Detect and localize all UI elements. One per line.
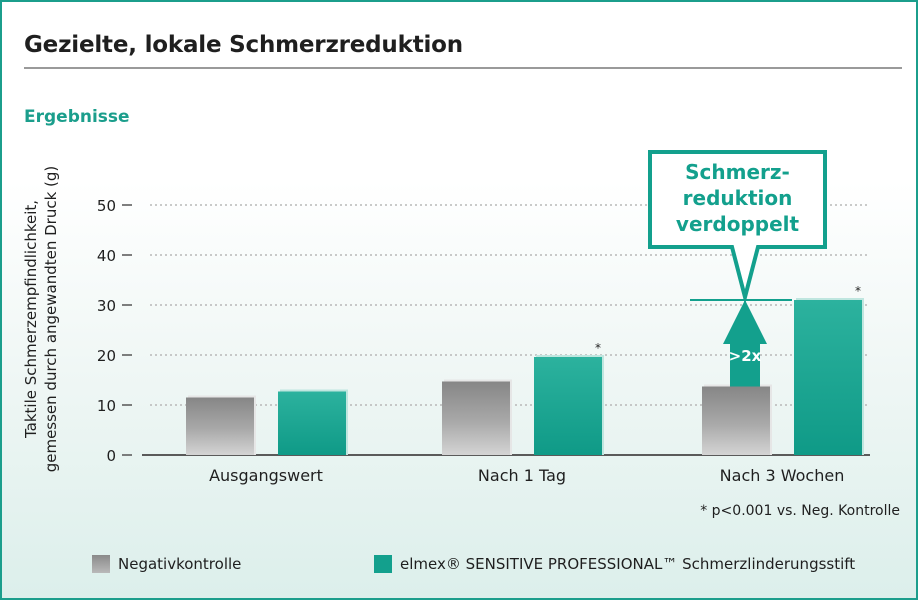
y-axis-title-line2: gemessen durch angewandten Druck (g) bbox=[42, 166, 60, 473]
bars bbox=[186, 298, 864, 455]
up-arrow-icon bbox=[723, 300, 767, 387]
section-heading: Ergebnisse bbox=[24, 107, 130, 127]
chart-title: Gezielte, lokale Schmerzreduktion bbox=[24, 32, 463, 58]
bar-elmex-0 bbox=[278, 391, 346, 455]
y-tick-label-30: 30 bbox=[97, 297, 116, 315]
y-tick-label-50: 50 bbox=[97, 197, 116, 215]
bar-elmex-1 bbox=[534, 357, 602, 455]
significance-mark-2: * bbox=[855, 284, 861, 298]
axis-labels: Taktile Schmerzempfindlichkeit, gemessen … bbox=[22, 166, 861, 485]
arrow-label: >2x bbox=[729, 347, 762, 365]
title-divider bbox=[24, 67, 902, 69]
bar-elmex-2 bbox=[794, 300, 862, 455]
callout-line-1: reduktion bbox=[683, 186, 793, 210]
x-tick-label-1: Nach 1 Tag bbox=[478, 466, 566, 485]
legend-swatch-teal bbox=[374, 555, 392, 573]
callout-line-0: Schmerz- bbox=[685, 160, 790, 184]
bar-negativkontrolle-0 bbox=[186, 397, 254, 455]
y-tick-label-40: 40 bbox=[97, 247, 116, 265]
y-axis-title-line1: Taktile Schmerzempfindlichkeit, bbox=[22, 200, 40, 439]
bar-negativkontrolle-2 bbox=[702, 386, 770, 455]
bar-negativkontrolle-1 bbox=[442, 381, 510, 455]
y-tick-label-10: 10 bbox=[97, 397, 116, 415]
x-tick-label-2: Nach 3 Wochen bbox=[720, 466, 845, 485]
y-tick-label-20: 20 bbox=[97, 347, 116, 365]
significance-footnote: * p<0.001 vs. Neg. Kontrolle bbox=[700, 503, 900, 519]
legend-swatch-gray bbox=[92, 555, 110, 573]
legend-item-elmex: elmex® SENSITIVE PROFESSIONAL™ Schmerzli… bbox=[374, 555, 855, 573]
callout-line-2: verdoppelt bbox=[676, 212, 800, 236]
significance-mark-1: * bbox=[595, 341, 601, 355]
y-tick-label-0: 0 bbox=[106, 447, 116, 465]
callout-box bbox=[648, 150, 827, 305]
x-tick-label-0: Ausgangswert bbox=[209, 466, 323, 485]
legend-label-negativkontrolle: Negativkontrolle bbox=[118, 555, 242, 573]
legend-item-negativkontrolle: Negativkontrolle bbox=[92, 555, 241, 573]
legend-label-elmex: elmex® SENSITIVE PROFESSIONAL™ Schmerzli… bbox=[400, 555, 856, 573]
